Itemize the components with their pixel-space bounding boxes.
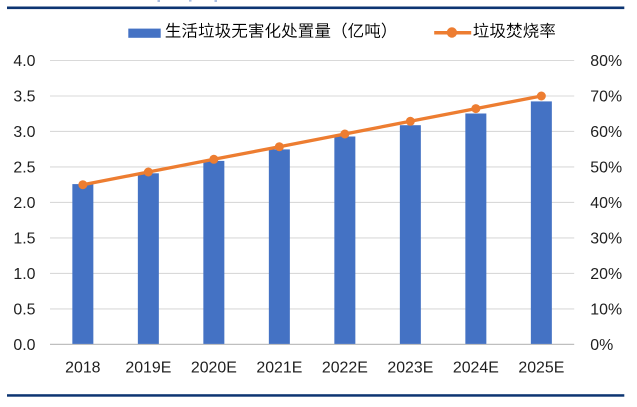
svg-text:2.0: 2.0 <box>13 195 35 212</box>
svg-text:0.5: 0.5 <box>13 302 35 319</box>
svg-text:2021E: 2021E <box>256 360 302 377</box>
svg-text:2020E: 2020E <box>191 360 237 377</box>
svg-text:2018: 2018 <box>65 360 101 377</box>
svg-text:0%: 0% <box>590 337 613 354</box>
svg-text:40%: 40% <box>590 195 622 212</box>
svg-text:2023E: 2023E <box>387 360 433 377</box>
svg-text:0.0: 0.0 <box>13 337 35 354</box>
svg-text:80%: 80% <box>590 53 622 70</box>
svg-text:3.5: 3.5 <box>13 89 35 106</box>
svg-text:3.0: 3.0 <box>13 124 35 141</box>
svg-text:2025E: 2025E <box>518 360 564 377</box>
svg-text:4.0: 4.0 <box>13 53 35 70</box>
svg-text:20%: 20% <box>590 266 622 283</box>
svg-text:70%: 70% <box>590 89 622 106</box>
svg-text:2022E: 2022E <box>322 360 368 377</box>
svg-text:50%: 50% <box>590 160 622 177</box>
svg-text:10%: 10% <box>590 302 622 319</box>
svg-text:60%: 60% <box>590 124 622 141</box>
svg-text:30%: 30% <box>590 231 622 248</box>
svg-text:1.5: 1.5 <box>13 231 35 248</box>
svg-text:2024E: 2024E <box>453 360 499 377</box>
svg-text:2019E: 2019E <box>125 360 171 377</box>
svg-text:1.0: 1.0 <box>13 266 35 283</box>
svg-text:2.5: 2.5 <box>13 160 35 177</box>
